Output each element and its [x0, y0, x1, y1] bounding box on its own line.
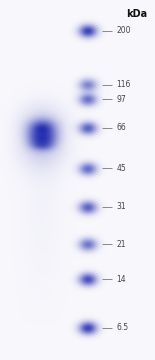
Text: 66: 66 [116, 123, 126, 132]
Text: kDa: kDa [126, 9, 147, 19]
Text: 21: 21 [116, 240, 126, 248]
Text: 200: 200 [116, 26, 131, 35]
Text: 97: 97 [116, 94, 126, 104]
Text: 6.5: 6.5 [116, 323, 128, 332]
Text: 14: 14 [116, 275, 126, 284]
Text: 31: 31 [116, 202, 126, 211]
Text: 45: 45 [116, 164, 126, 173]
Text: 116: 116 [116, 80, 131, 89]
